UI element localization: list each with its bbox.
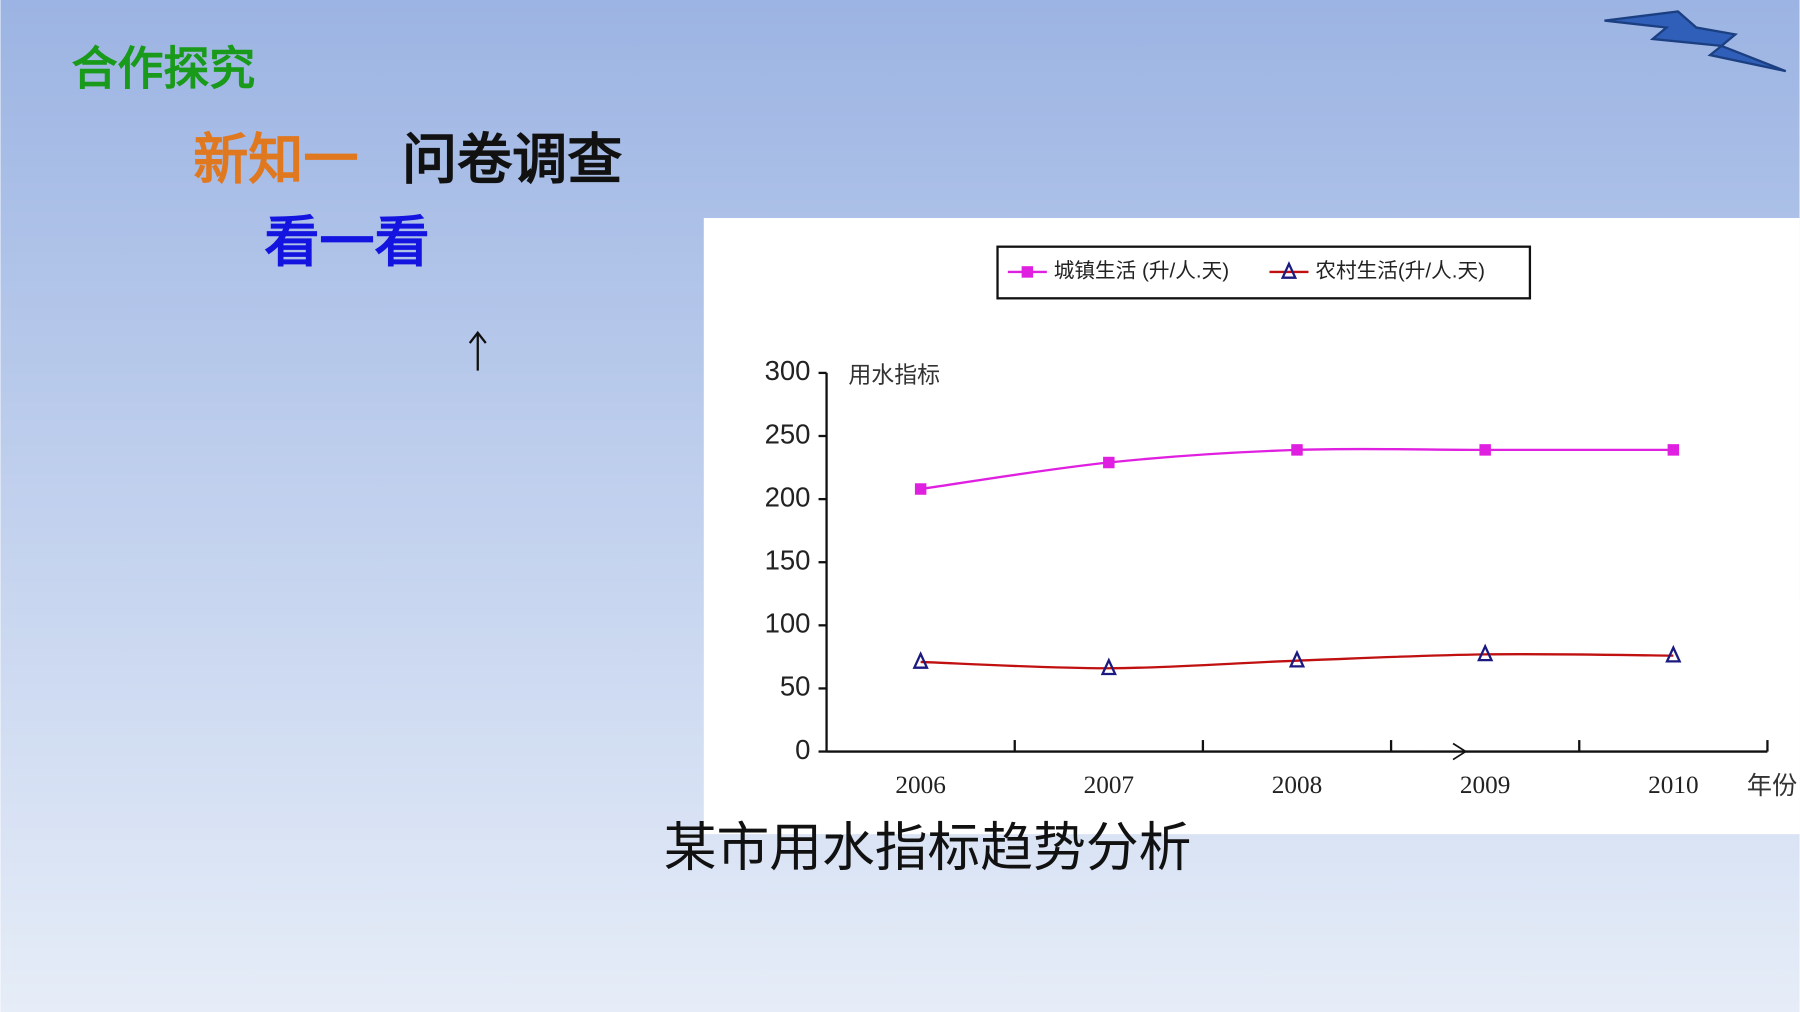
arrow-up — [468, 330, 487, 371]
y-tick-label: 250 — [765, 418, 811, 449]
legend-box — [996, 245, 1532, 300]
x-axis-label: 年份 — [1747, 772, 1797, 800]
y-tick-label: 150 — [765, 544, 811, 575]
lightning-icon — [1604, 10, 1787, 73]
x-tick-label: 2007 — [1084, 772, 1134, 799]
y-axis-label: 用水指标 — [848, 361, 940, 387]
legend-label: 农村生活(升/人.天) — [1315, 259, 1485, 282]
y-tick-label: 50 — [780, 671, 811, 702]
x-tick-label: 2010 — [1648, 772, 1698, 799]
section-title: 合作探究 — [72, 42, 256, 94]
x-tick-label: 2009 — [1460, 772, 1510, 799]
marker — [1479, 444, 1491, 456]
marker — [1288, 649, 1306, 668]
x-tick-label: 2008 — [1272, 772, 1322, 799]
series-line — [920, 653, 1674, 670]
y-tick-label: 100 — [765, 608, 811, 639]
legend-marker — [1280, 261, 1298, 279]
marker — [912, 651, 929, 669]
arrow-right — [1417, 742, 1468, 761]
y-tick-label: 300 — [765, 355, 811, 386]
marker — [1667, 444, 1680, 456]
x-tick-label: 2006 — [895, 772, 945, 799]
chart-panel — [703, 218, 1800, 835]
y-tick-label: 0 — [795, 734, 810, 765]
legend-label: 城镇生活 (升/人.天) — [1054, 259, 1229, 282]
subtopic: 看一看 — [264, 211, 429, 273]
legend-marker — [1021, 266, 1034, 278]
marker — [1291, 444, 1303, 456]
chart-title: 某市用水指标趋势分析 — [664, 818, 1192, 877]
marker — [1665, 644, 1682, 663]
marker — [1103, 456, 1115, 469]
topic-prefix: 新知一 — [193, 129, 358, 191]
marker — [1477, 643, 1494, 662]
topic: 问卷调查 — [402, 129, 622, 191]
y-tick-label: 200 — [765, 481, 811, 512]
marker — [1100, 657, 1117, 676]
marker — [914, 483, 927, 495]
